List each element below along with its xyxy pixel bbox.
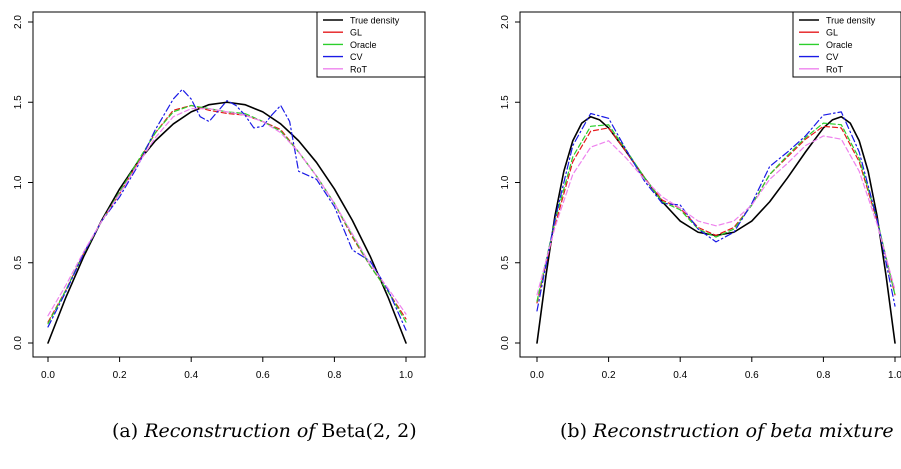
x-tick-label: 0.6 <box>256 370 270 381</box>
series-line-oracle <box>47 104 407 325</box>
legend: True density GL Oracle CV RoT <box>792 11 901 78</box>
series-line-rot <box>536 135 896 296</box>
y-tick-label: 1.5 <box>13 95 24 109</box>
y-tick-label: 0.0 <box>13 336 24 350</box>
legend-label: True density <box>350 16 400 26</box>
y-tick-label: 0.5 <box>500 255 511 269</box>
series-group <box>47 88 407 344</box>
legend-label: Oracle <box>350 40 377 50</box>
series-line-gl <box>47 104 407 323</box>
series-group <box>536 111 896 344</box>
x-tick-label: 0.8 <box>816 370 830 381</box>
legend-label: RoT <box>350 64 368 74</box>
y-tick-label: 2.0 <box>13 15 24 29</box>
y-tick-label: 0.5 <box>13 255 24 269</box>
plot-frame <box>32 11 426 358</box>
x-tick-label: 0.6 <box>745 370 759 381</box>
y-tick-label: 2.0 <box>500 15 511 29</box>
y-tick-label: 1.5 <box>500 95 511 109</box>
x-tick-label: 0.4 <box>673 370 687 381</box>
legend-label: Oracle <box>826 40 853 50</box>
x-tick-label: 0.0 <box>530 370 544 381</box>
legend-label: CV <box>826 52 839 62</box>
caption-a-label: (a) <box>112 420 139 442</box>
legend-label: RoT <box>826 64 844 74</box>
caption-b-italic: Reconstruction of beta mixture <box>593 420 894 442</box>
caption-b: (b) Reconstruction of beta mixture <box>560 420 894 442</box>
y-tick-label: 1.0 <box>500 175 511 189</box>
x-tick-label: 1.0 <box>399 370 413 381</box>
series-line-gl <box>536 125 896 304</box>
caption-b-label: (b) <box>560 420 587 442</box>
x-tick-label: 0.2 <box>602 370 616 381</box>
series-line-true-density <box>536 115 896 344</box>
series-line-true-density <box>47 101 407 344</box>
panel-b: 0.0 0.2 0.4 0.6 0.8 1.0 0.0 0.5 1.0 1.5 2.0 True de… <box>500 11 901 381</box>
legend-wrap: True density GL Oracle CV RoT <box>316 11 426 78</box>
y-tick-label: 1.0 <box>13 175 24 189</box>
series-line-cv <box>47 88 407 331</box>
plot-frame <box>519 11 901 358</box>
legend: True density GL Oracle CV RoT <box>316 11 426 78</box>
caption-a-italic: Reconstruction of <box>144 420 316 442</box>
panel-a: 0.0 0.2 0.4 0.6 0.8 1.0 0.0 0.5 1.0 1.5 2.0 True de… <box>13 11 426 381</box>
x-tick-label: 1.0 <box>888 370 901 381</box>
x-tick-label: 0.8 <box>327 370 341 381</box>
series-line-oracle <box>536 122 896 302</box>
legend-label: CV <box>350 52 363 62</box>
caption-a: (a) Reconstruction of Beta(2, 2) <box>112 420 417 442</box>
legend-wrap: True density GL Oracle CV RoT <box>792 11 901 78</box>
y-tick-label: 0.0 <box>500 336 511 350</box>
x-tick-label: 0.0 <box>41 370 55 381</box>
caption-a-math: Beta(2, 2) <box>321 420 417 442</box>
legend-label: True density <box>826 16 876 26</box>
x-tick-label: 0.2 <box>113 370 127 381</box>
legend-label: GL <box>350 28 362 38</box>
legend-label: GL <box>826 28 838 38</box>
series-line-rot <box>47 108 407 317</box>
x-tick-label: 0.4 <box>184 370 198 381</box>
series-line-cv <box>536 111 896 312</box>
